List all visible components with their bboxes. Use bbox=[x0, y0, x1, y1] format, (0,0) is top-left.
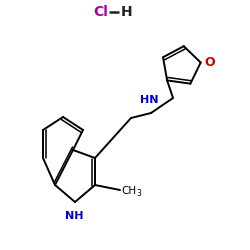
Text: O: O bbox=[205, 56, 215, 69]
Text: Cl: Cl bbox=[93, 5, 108, 19]
Text: 3: 3 bbox=[136, 190, 141, 198]
Text: HN: HN bbox=[140, 95, 158, 105]
Text: NH: NH bbox=[65, 211, 83, 221]
Text: H: H bbox=[121, 5, 132, 19]
Text: CH: CH bbox=[121, 186, 136, 196]
